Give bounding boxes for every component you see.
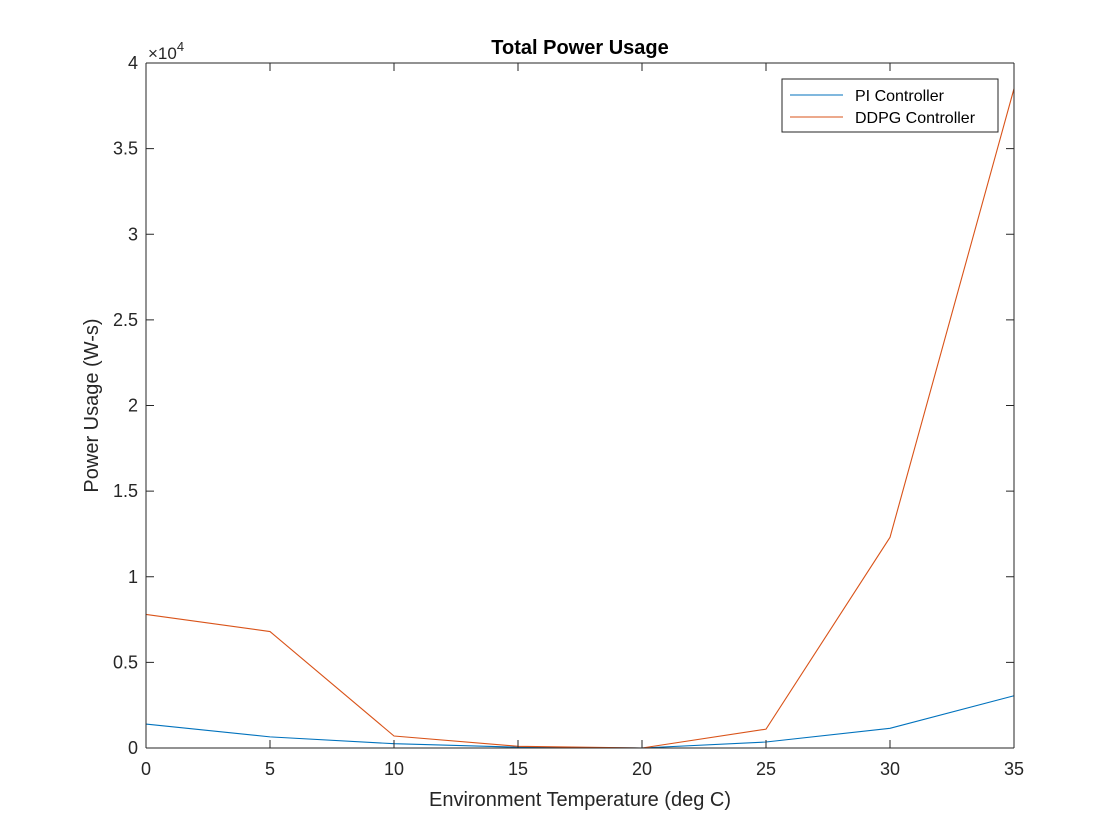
series-line-ddpg-controller [145, 88, 1015, 749]
y-tick-label: 0 [128, 738, 138, 758]
legend-label-ddpg-controller: DDPG Controller [855, 110, 976, 127]
y-tick-label: 4 [128, 53, 138, 73]
x-tick-label: 20 [632, 759, 652, 779]
y-tick-label: 3 [128, 224, 138, 244]
y-axis-label: Power Usage (W-s) [81, 318, 103, 492]
x-tick-label: 5 [265, 759, 275, 779]
legend-label-pi-controller: PI Controller [855, 88, 945, 105]
x-tick-label: 15 [508, 759, 528, 779]
y-scale-factor: ×104 [148, 39, 184, 63]
legend-box [781, 78, 999, 133]
x-tick-label: 35 [1004, 759, 1024, 779]
plot-area [146, 63, 1014, 748]
y-tick-label: 2 [128, 396, 138, 416]
y-tick-label: 2.5 [113, 310, 138, 330]
x-tick-label: 10 [384, 759, 404, 779]
axes-background [146, 63, 1014, 748]
legend: PI Controller DDPG Controller [781, 78, 999, 133]
y-tick-label: 1.5 [113, 481, 138, 501]
x-tick-label: 30 [880, 759, 900, 779]
y-scale-base: ×10 [148, 44, 177, 63]
y-tick-label: 0.5 [113, 652, 138, 672]
ticks-layer: 0 5 10 15 20 25 30 35 0 0.5 1 1.5 2 2.5 3 3.5 4 [113, 53, 1024, 779]
y-scale-exponent: 4 [177, 39, 184, 54]
x-axis-label: Environment Temperature (deg C) [429, 789, 731, 811]
x-tick-label: 0 [141, 759, 151, 779]
y-tick-label: 1 [128, 567, 138, 587]
y-tick-label: 3.5 [113, 139, 138, 159]
x-tick-label: 25 [756, 759, 776, 779]
chart-title: Total Power Usage [491, 37, 668, 59]
